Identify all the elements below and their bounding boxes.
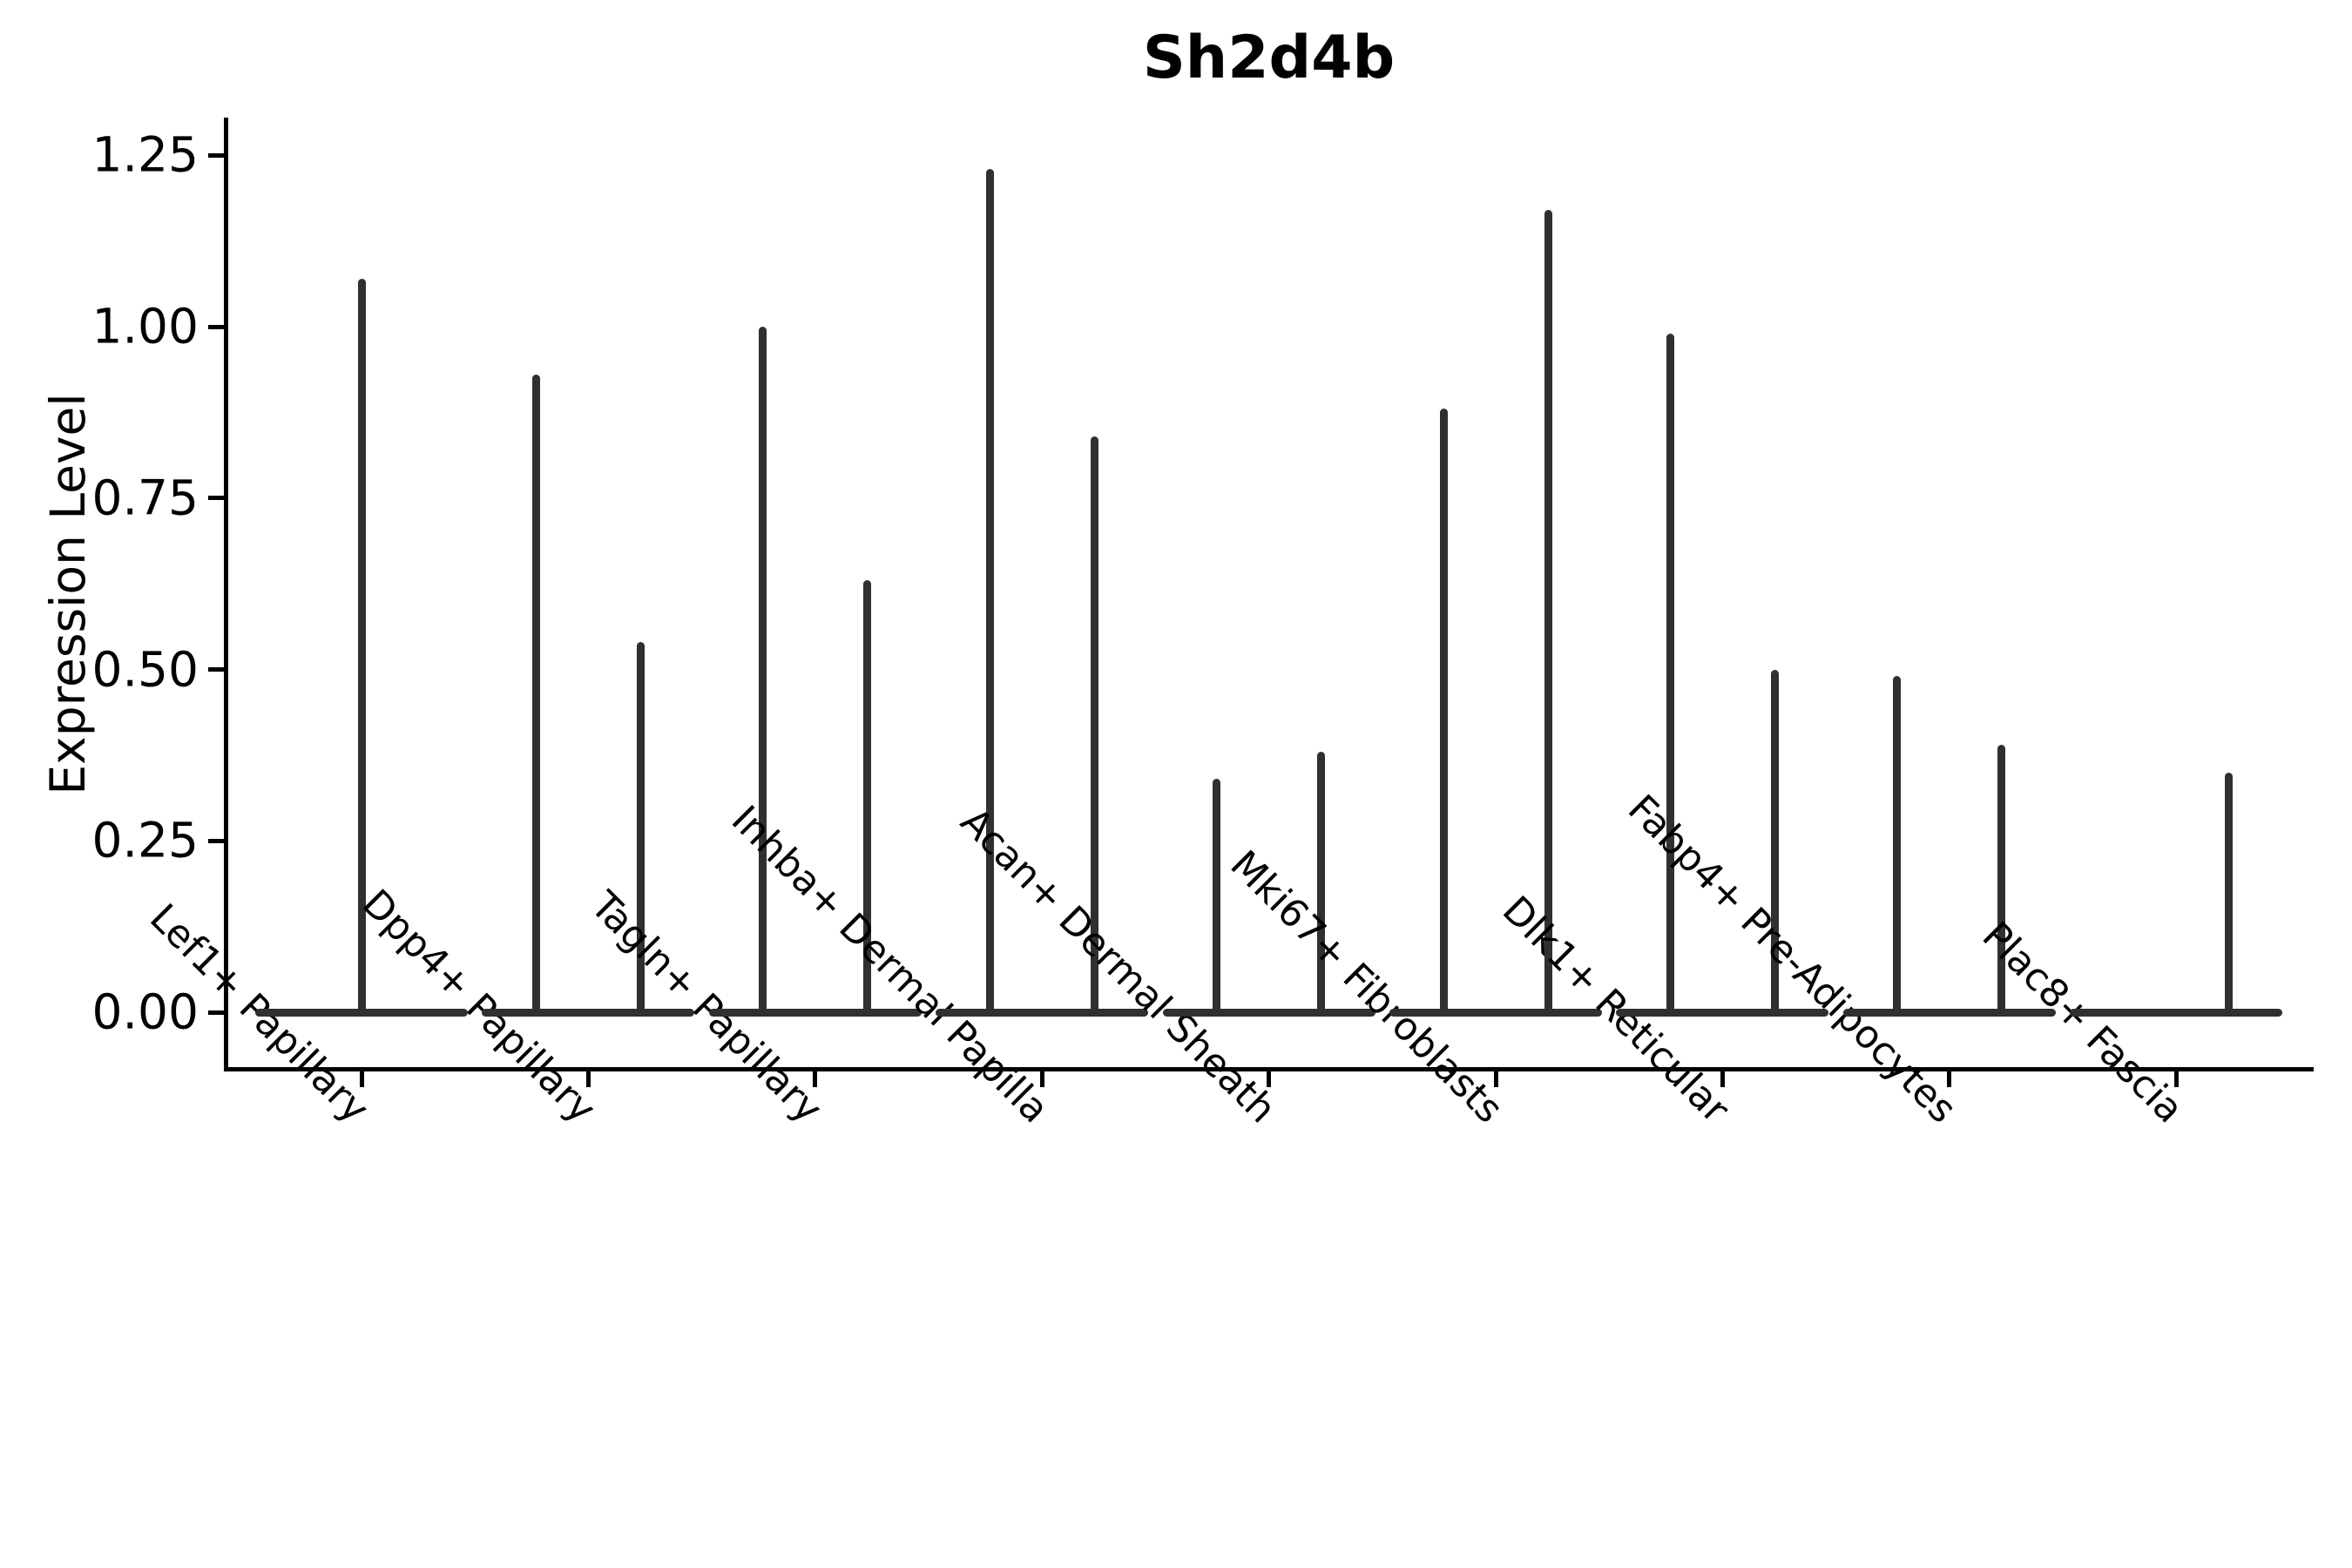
- y-tick: [208, 324, 224, 329]
- violin-base: [255, 1008, 468, 1017]
- y-tick-label: 0.75: [91, 470, 199, 526]
- x-tick: [1493, 1071, 1498, 1087]
- violin-spike: [1997, 745, 2006, 1012]
- plot-area: [224, 118, 2314, 1071]
- chart-title: Sh2d4b: [1142, 24, 1396, 92]
- violin-base: [1842, 1008, 2056, 1017]
- x-tick: [1720, 1071, 1725, 1087]
- violin-spike: [1893, 676, 1902, 1012]
- y-tick-label: 0.50: [91, 641, 199, 697]
- y-tick: [208, 152, 224, 158]
- violin-spike: [985, 168, 994, 1012]
- x-tick: [359, 1071, 364, 1087]
- violin-base: [1162, 1008, 1375, 1017]
- violin-spike: [1439, 409, 1448, 1012]
- y-tick: [208, 1010, 224, 1015]
- y-axis-label: Expression Level: [40, 393, 96, 795]
- violin-spike: [1090, 436, 1098, 1012]
- y-tick: [208, 496, 224, 501]
- violin-base: [1616, 1008, 1829, 1017]
- violin-base: [936, 1008, 1149, 1017]
- x-tick: [585, 1071, 591, 1087]
- violin-spike: [759, 327, 767, 1012]
- y-tick: [208, 838, 224, 843]
- y-tick-label: 0.25: [91, 812, 199, 868]
- violin-spike: [1666, 333, 1674, 1012]
- violin-spike: [1317, 751, 1326, 1012]
- violin-spike: [1770, 669, 1779, 1012]
- x-tick: [1267, 1071, 1272, 1087]
- x-tick: [1039, 1071, 1044, 1087]
- x-tick: [813, 1071, 818, 1087]
- violin-spike: [636, 642, 645, 1012]
- y-tick-label: 0.00: [91, 983, 199, 1040]
- y-tick-label: 1.00: [91, 298, 199, 355]
- violin-base: [2070, 1008, 2283, 1017]
- violin-spike: [357, 278, 366, 1012]
- violin-base: [1389, 1008, 1602, 1017]
- violin-spike: [1213, 779, 1221, 1012]
- y-tick-label: 1.25: [91, 126, 199, 183]
- violin-base: [708, 1008, 922, 1017]
- violin-spike: [531, 375, 540, 1012]
- violin-base: [482, 1008, 695, 1017]
- violin-spike: [1544, 210, 1552, 1012]
- x-tick: [2173, 1071, 2179, 1087]
- y-tick: [208, 667, 224, 672]
- x-tick: [1947, 1071, 1952, 1087]
- violin-spike: [863, 580, 872, 1012]
- violin-spike: [2224, 772, 2233, 1012]
